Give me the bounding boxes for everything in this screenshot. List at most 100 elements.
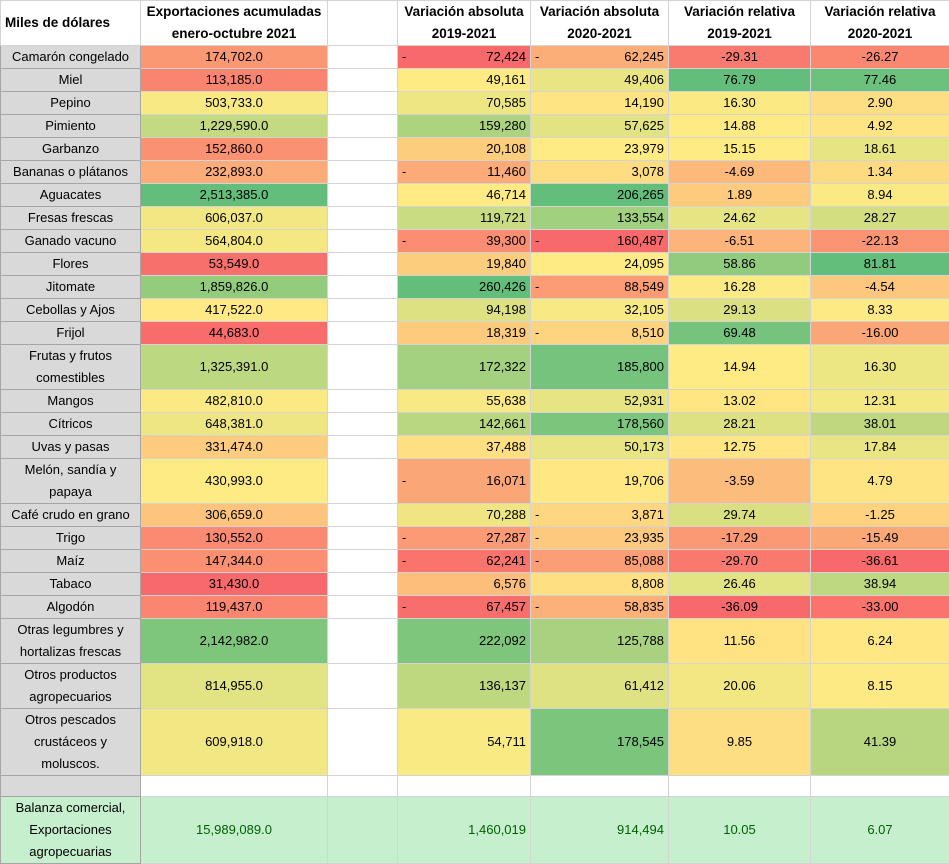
value-cell: -72,424 (398, 46, 531, 69)
value-cell: 15.15 (669, 138, 811, 161)
cell-text: Ganado vacuno (5, 230, 136, 252)
value-cell: 14,190 (531, 92, 669, 115)
cell-text: 49,161 (486, 72, 526, 87)
value-cell: -17.29 (669, 527, 811, 550)
cell-text: 2019-2021 (402, 23, 526, 45)
row-label: Pepino (1, 92, 141, 115)
value-cell: 77.46 (811, 69, 949, 92)
value-cell: 260,426 (398, 276, 531, 299)
empty-cell (328, 550, 398, 573)
value-cell: -36.09 (669, 596, 811, 619)
cell-text: Variación relativa (815, 1, 945, 23)
value-cell: 6.24 (811, 619, 949, 664)
value-cell: 18.61 (811, 138, 949, 161)
value-cell: 1,460,019 (398, 797, 531, 864)
value-cell: 430,993.0 (141, 459, 328, 504)
cell-text: 1,325,391.0 (200, 359, 269, 374)
value-cell: 119,437.0 (141, 596, 328, 619)
value-cell: 58.86 (669, 253, 811, 276)
empty-cell (328, 709, 398, 776)
value-cell: 16.30 (669, 92, 811, 115)
cell-text: 58,835 (624, 599, 664, 614)
cell-text: crustáceos y (5, 731, 136, 753)
cell-text: 41.39 (864, 734, 897, 749)
cell-text: 2019-2021 (673, 23, 806, 45)
value-cell: -4.54 (811, 276, 949, 299)
value-cell: -39,300 (398, 230, 531, 253)
cell-text: -4.54 (865, 279, 895, 294)
value-cell: 18,319 (398, 322, 531, 345)
cell-text: Tabaco (5, 573, 136, 595)
value-cell: 11.56 (669, 619, 811, 664)
value-cell: 12.31 (811, 390, 949, 413)
cell-text: -36.61 (862, 553, 899, 568)
row-label: Café crudo en grano (1, 504, 141, 527)
cell-text: 172,322 (479, 359, 526, 374)
blank-row (1, 776, 949, 797)
empty-cell (328, 459, 398, 504)
value-cell: 142,661 (398, 413, 531, 436)
empty-cell (328, 596, 398, 619)
cell-text: 133,554 (617, 210, 664, 225)
empty-cell (328, 46, 398, 69)
value-cell: 15,989,089.0 (141, 797, 328, 864)
empty-cell (328, 664, 398, 709)
value-cell: 147,344.0 (141, 550, 328, 573)
value-cell: 4.92 (811, 115, 949, 138)
cell-text: 16,071 (486, 473, 526, 488)
cell-text: Aguacates (5, 184, 136, 206)
cell-text: 62,245 (624, 49, 664, 64)
cell-text: 26.46 (723, 576, 756, 591)
cell-text: 6.24 (867, 633, 892, 648)
cell-text: 1,460,019 (468, 822, 526, 837)
cell-text: 37,488 (486, 439, 526, 454)
cell-text: -17.29 (721, 530, 758, 545)
cell-text: Cebollas y Ajos (5, 299, 136, 321)
cell-text: 29.13 (723, 302, 756, 317)
cell-text: 23,979 (624, 141, 664, 156)
empty-cell (669, 776, 811, 797)
cell-text: Melón, sandía y (5, 459, 136, 481)
cell-text: 62,241 (486, 553, 526, 568)
value-cell: -85,088 (531, 550, 669, 573)
value-cell: 3,078 (531, 161, 669, 184)
cell-text: 24,095 (624, 256, 664, 271)
cell-text: Otros productos (5, 664, 136, 686)
cell-text: 39,300 (486, 233, 526, 248)
value-cell: 2.90 (811, 92, 949, 115)
cell-text: -26.27 (862, 49, 899, 64)
row-label: Frijol (1, 322, 141, 345)
cell-text: 185,800 (617, 359, 664, 374)
cell-text: 178,560 (617, 416, 664, 431)
cell-text: Bananas o plátanos (5, 161, 136, 183)
value-cell: 8.94 (811, 184, 949, 207)
cell-text: papaya (5, 481, 136, 503)
cell-text: 6,576 (493, 576, 526, 591)
value-cell: 19,840 (398, 253, 531, 276)
cell-text: Pepino (5, 92, 136, 114)
value-cell: -11,460 (398, 161, 531, 184)
empty-cell (328, 230, 398, 253)
value-cell: 16.30 (811, 345, 949, 390)
cell-text: 17.84 (864, 439, 897, 454)
row-label: Uvas y pasas (1, 436, 141, 459)
cell-text: moluscos. (5, 753, 136, 775)
cell-text: 3,078 (631, 164, 664, 179)
value-cell: 29.74 (669, 504, 811, 527)
value-cell: -8,510 (531, 322, 669, 345)
value-cell: 8.15 (811, 664, 949, 709)
value-cell: 814,955.0 (141, 664, 328, 709)
cell-text: 147,344.0 (205, 553, 263, 568)
cell-text: 20.06 (723, 678, 756, 693)
row-label: Algodón (1, 596, 141, 619)
cell-text: 1,229,590.0 (200, 118, 269, 133)
